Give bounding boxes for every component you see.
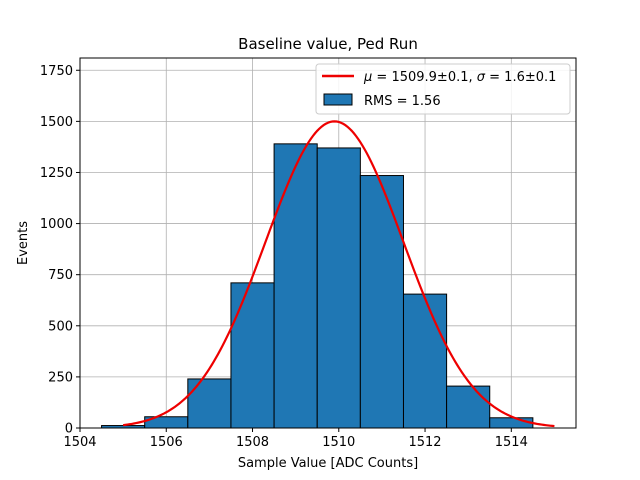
legend-histogram-swatch bbox=[323, 93, 353, 106]
histogram-bar bbox=[187, 378, 232, 429]
legend: μ = 1509.9±0.1, σ = 1.6±0.1 RMS = 1.56 bbox=[315, 63, 571, 115]
legend-sigma-value: = 1.6±0.1 bbox=[485, 70, 556, 85]
y-tick-label: 500 bbox=[48, 319, 73, 334]
legend-fit-label: μ = 1509.9±0.1, σ = 1.6±0.1 bbox=[363, 70, 556, 85]
x-axis-ticks: 1504 1506 1508 1510 1512 1514 bbox=[63, 428, 528, 450]
histogram-bar bbox=[273, 143, 318, 429]
legend-mu-value: = 1509.9±0.1, bbox=[372, 70, 476, 85]
x-tick-label: 1506 bbox=[150, 435, 183, 450]
legend-mu-symbol: μ bbox=[363, 70, 372, 85]
y-tick-label: 750 bbox=[48, 268, 73, 283]
histogram-bar bbox=[446, 385, 491, 429]
legend-sigma-symbol: σ bbox=[477, 70, 486, 85]
y-tick-label: 1750 bbox=[40, 64, 73, 79]
plot-frame bbox=[79, 57, 577, 429]
x-tick-label: 1504 bbox=[63, 435, 96, 450]
histogram-bars bbox=[101, 143, 534, 429]
histogram-bar bbox=[316, 147, 361, 429]
fit-curve-layer bbox=[122, 120, 555, 428]
x-tick-label: 1512 bbox=[408, 435, 441, 450]
y-tick-label: 1500 bbox=[40, 115, 73, 130]
y-tick-label: 0 bbox=[65, 422, 73, 437]
x-tick-label: 1510 bbox=[322, 435, 355, 450]
x-axis-label: Sample Value [ADC Counts] bbox=[238, 456, 418, 471]
y-axis-ticks: 0 250 500 750 1000 1250 1500 1750 bbox=[40, 64, 80, 437]
chart-title: Baseline value, Ped Run bbox=[238, 35, 418, 53]
x-tick-label: 1514 bbox=[495, 435, 528, 450]
histogram-bar bbox=[402, 293, 448, 429]
legend-box bbox=[315, 63, 571, 115]
histogram-bar bbox=[230, 282, 275, 429]
legend-histogram-label: RMS = 1.56 bbox=[364, 94, 441, 109]
histogram-bar bbox=[489, 417, 534, 429]
y-axis-label: Events bbox=[16, 221, 31, 265]
y-tick-label: 1000 bbox=[40, 217, 73, 232]
gaussian-fit-curve bbox=[122, 120, 555, 428]
y-tick-label: 250 bbox=[48, 370, 73, 385]
histogram-bar bbox=[359, 175, 404, 429]
y-tick-label: 1250 bbox=[40, 166, 73, 181]
x-tick-label: 1508 bbox=[236, 435, 269, 450]
